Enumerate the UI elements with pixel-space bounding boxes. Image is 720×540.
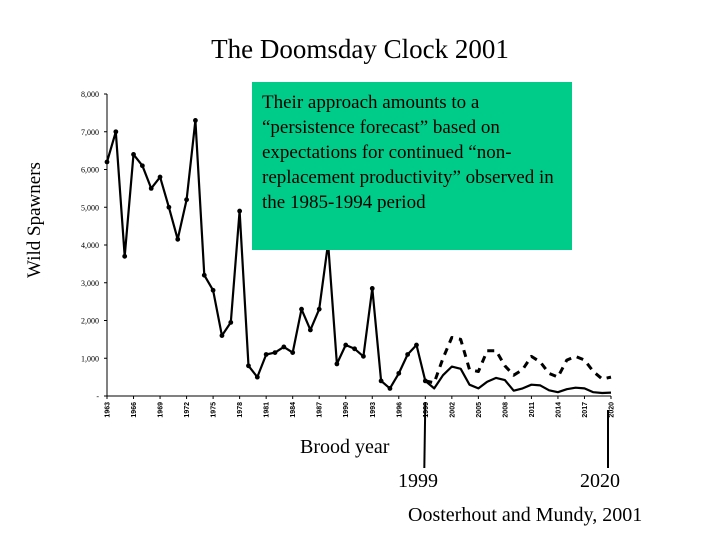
data-point xyxy=(281,344,287,350)
x-tick-label: 2002 xyxy=(449,402,456,418)
data-point xyxy=(237,208,243,214)
data-point xyxy=(131,152,136,157)
data-point xyxy=(299,306,304,312)
data-point xyxy=(343,342,349,348)
x-tick-label: 2014 xyxy=(555,402,562,418)
data-point xyxy=(139,163,145,169)
data-point xyxy=(316,306,322,312)
data-point xyxy=(369,286,375,291)
x-tick-label: 2005 xyxy=(476,402,483,418)
x-tick-label: 1984 xyxy=(290,402,297,418)
data-point xyxy=(113,129,119,135)
y-tick-label: 4,000 xyxy=(81,241,99,250)
year-pointers xyxy=(423,401,609,469)
x-tick-label: 1996 xyxy=(396,402,403,418)
end-year-label: 2020 xyxy=(580,470,620,492)
x-tick-label: 2017 xyxy=(582,402,589,418)
data-point xyxy=(166,204,172,210)
data-point xyxy=(352,346,357,352)
y-tick-label: 5,000 xyxy=(81,203,99,212)
x-tick-label: 1978 xyxy=(237,402,244,418)
data-point xyxy=(290,350,296,355)
data-point xyxy=(210,287,216,293)
annotation-box: Their approach amounts to a “persistence… xyxy=(252,82,572,250)
data-point xyxy=(414,342,419,348)
x-tick-label: 1972 xyxy=(184,402,191,418)
data-point xyxy=(307,327,313,333)
source-credit: Oosterhout and Mundy, 2001 xyxy=(408,504,643,526)
x-tick-label: 1975 xyxy=(211,402,218,418)
x-tick-label: 1987 xyxy=(317,402,324,418)
data-point xyxy=(396,370,402,376)
x-tick-label: 1981 xyxy=(264,402,271,418)
start-year-pointer xyxy=(423,401,427,469)
data-point xyxy=(193,118,198,123)
x-tick-label: 2020 xyxy=(609,402,616,418)
x-tick-label: 1963 xyxy=(105,402,112,418)
x-ticks: 1963 1966 1969 1972 1975 1978 1981 1984 1987 1990… xyxy=(105,396,616,418)
x-tick-label: 2011 xyxy=(529,402,536,417)
x-tick-label: 1990 xyxy=(343,402,350,418)
data-point xyxy=(201,272,207,278)
data-point xyxy=(157,174,163,180)
y-tick-label: - xyxy=(96,392,99,401)
x-tick-label: 1966 xyxy=(131,402,138,418)
data-point xyxy=(263,352,269,357)
chart-title: The Doomsday Clock 2001 xyxy=(211,34,509,64)
data-point xyxy=(228,319,234,325)
y-tick-label: 3,000 xyxy=(81,279,99,288)
data-point xyxy=(104,159,110,165)
data-point xyxy=(387,386,393,391)
data-point xyxy=(272,350,278,355)
data-point xyxy=(361,353,366,359)
x-axis-label: Brood year xyxy=(300,436,390,458)
data-point xyxy=(334,361,340,367)
y-tick-label: 8,000 xyxy=(81,90,99,99)
data-point xyxy=(175,236,181,242)
x-tick-label: 1993 xyxy=(370,402,377,418)
data-point xyxy=(219,333,225,338)
data-point xyxy=(378,378,384,384)
y-tick-label: 7,000 xyxy=(81,128,99,137)
start-year-label: 1999 xyxy=(398,470,438,492)
data-point xyxy=(184,197,189,203)
data-point xyxy=(246,363,251,369)
series-line-dashed xyxy=(424,336,612,385)
x-tick-label: 1969 xyxy=(158,402,165,418)
x-tick-label: 1999 xyxy=(423,402,430,418)
series-line-solid xyxy=(424,365,612,395)
y-tick-label: 1,000 xyxy=(81,354,99,363)
data-point xyxy=(405,352,411,357)
chart-series xyxy=(104,118,612,395)
y-ticks: - 1,000 2,000 3,000 4,000 5,000 6,000 7,000 8,00… xyxy=(81,90,107,401)
y-tick-label: 2,000 xyxy=(81,317,99,326)
x-tick-label: 2008 xyxy=(502,402,509,418)
data-point xyxy=(148,185,154,191)
data-point xyxy=(122,253,128,259)
data-point xyxy=(254,374,260,380)
y-tick-label: 6,000 xyxy=(81,166,99,175)
